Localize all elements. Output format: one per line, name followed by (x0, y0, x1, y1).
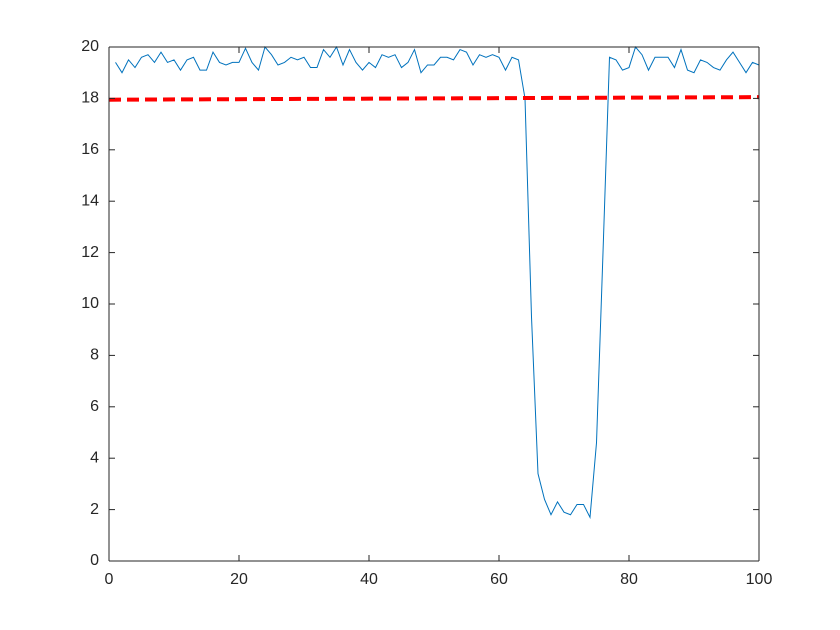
y-tick-label: 2 (90, 501, 99, 518)
y-tick-label: 10 (81, 295, 99, 312)
y-tick-label: 6 (90, 398, 99, 415)
y-tick-label: 14 (81, 192, 99, 209)
y-tick-label: 4 (90, 449, 99, 466)
y-tick-label: 8 (90, 347, 99, 364)
y-tick-label: 0 (90, 552, 99, 569)
y-tick-label: 18 (81, 90, 99, 107)
series-line (115, 45, 760, 520)
y-tick-label: 12 (81, 244, 99, 261)
x-tick-label: 40 (360, 571, 378, 588)
y-tick-label: 20 (81, 38, 99, 55)
series-line (108, 95, 760, 102)
x-tick-label: 20 (230, 571, 248, 588)
x-tick-label: 100 (746, 571, 773, 588)
x-tick-label: 80 (620, 571, 638, 588)
y-tick-label: 16 (81, 141, 99, 158)
x-tick-label: 0 (105, 571, 114, 588)
x-tick-label: 60 (490, 571, 508, 588)
